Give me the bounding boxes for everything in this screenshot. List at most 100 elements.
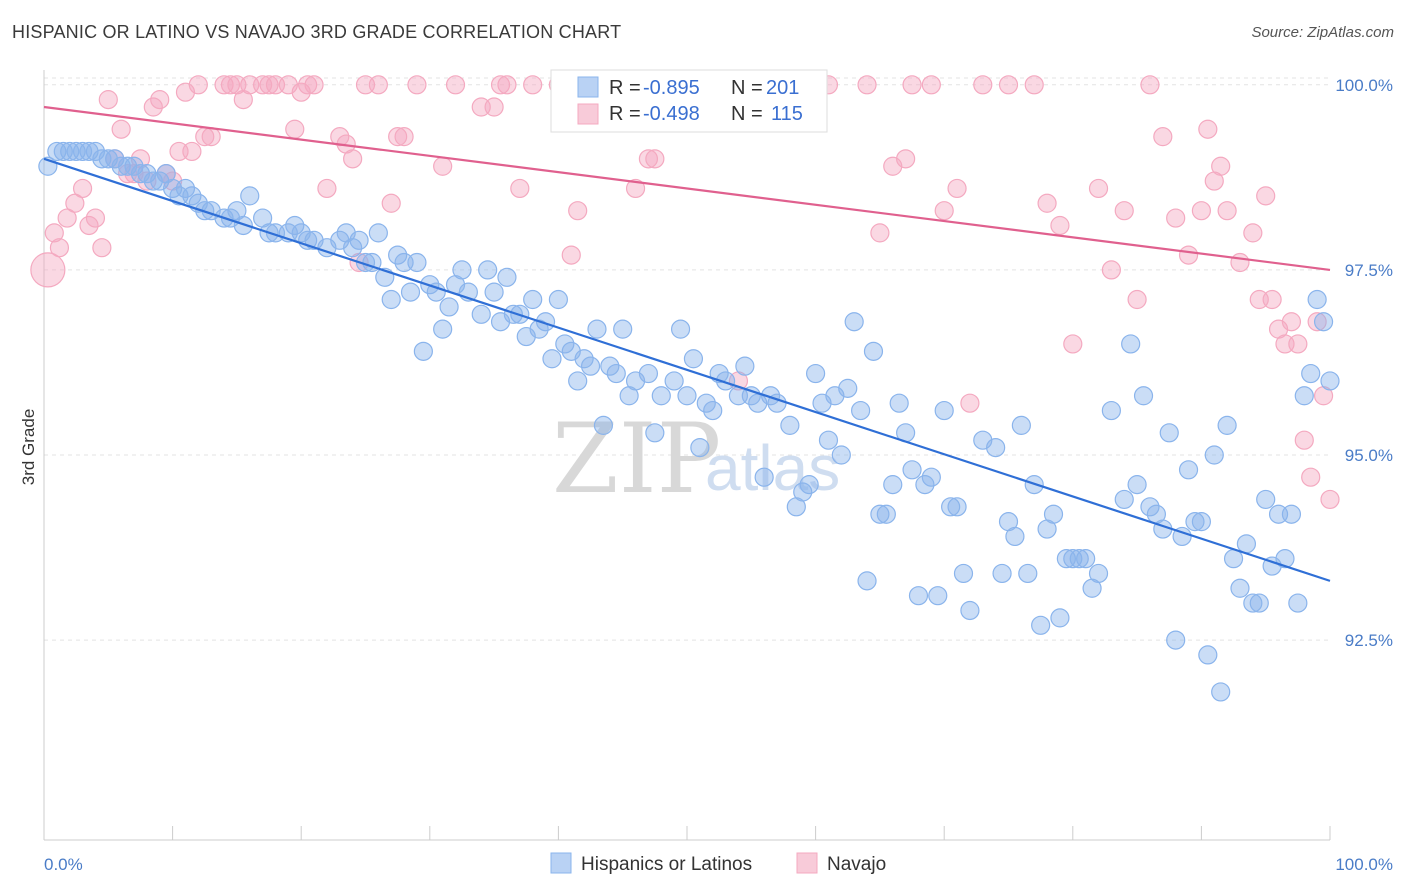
point-navajo-94: [1178, 245, 1199, 265]
point-hispanic-166: [1198, 645, 1218, 665]
point-navajo-90: [1127, 289, 1147, 310]
point-hispanic-78: [580, 356, 601, 376]
point-navajo-81: [973, 75, 993, 95]
point-navajo-5: [72, 178, 93, 199]
bottom-legend-swatch-hispanic: [550, 852, 572, 874]
watermark-zip: ZIP: [552, 403, 721, 515]
point-hispanic-99: [735, 356, 755, 376]
legend-n-value-1: 201: [766, 77, 799, 99]
point-navajo-47: [388, 127, 408, 147]
point-hispanic-173: [1243, 593, 1263, 613]
point-hispanic-175: [1256, 489, 1276, 510]
point-hispanic-109: [805, 363, 826, 384]
point-hispanic-185: [1320, 371, 1340, 391]
point-navajo-57: [523, 75, 543, 95]
point-hispanic-82: [606, 363, 626, 384]
y-tick-label-0: 92.5%: [1345, 631, 1393, 650]
point-hispanic-139: [1011, 415, 1031, 435]
point-hispanic-113: [831, 445, 851, 465]
point-navajo-111: [1307, 312, 1327, 332]
point-hispanic-87: [645, 423, 665, 443]
point-navajo-25: [201, 127, 221, 147]
point-navajo-56: [510, 178, 530, 199]
point-hispanic-114: [838, 378, 858, 398]
point-hispanic-130: [941, 497, 961, 517]
point-hispanic-142: [1031, 615, 1051, 635]
point-navajo-51: [445, 75, 466, 95]
point-navajo-113: [1320, 489, 1340, 510]
point-navajo-54: [490, 75, 511, 95]
legend-box: R = -0.895 N = 201 R = -0.498 N = 115: [550, 69, 828, 133]
point-navajo-8: [92, 238, 112, 258]
point-hispanic-83: [613, 319, 633, 339]
point-hispanic-140: [1018, 563, 1038, 584]
legend-swatch-navajo: [577, 103, 599, 125]
point-navajo-92: [1153, 127, 1173, 147]
point-navajo-39: [317, 178, 337, 199]
trendline-hispanic: [43, 157, 1331, 582]
point-hispanic-161: [1166, 630, 1186, 650]
point-hispanic-169: [1217, 415, 1237, 435]
point-hispanic-148: [1069, 549, 1089, 569]
axes: [43, 70, 1331, 841]
bottom-legend-swatch-navajo: [796, 852, 818, 874]
point-hispanic-55: [426, 282, 446, 302]
point-navajo-93: [1166, 208, 1186, 228]
chart-title: HISPANIC OR LATINO VS NAVAJO 3RD GRADE C…: [12, 22, 622, 42]
point-navajo-6: [79, 215, 99, 236]
point-hispanic-152: [1101, 400, 1121, 421]
point-navajo-73: [870, 223, 890, 243]
point-navajo-37: [298, 75, 318, 95]
point-hispanic-74: [555, 334, 575, 354]
point-hispanic-69: [523, 289, 543, 310]
series-hispanics-or-latinos: [38, 141, 1340, 702]
point-hispanic-144: [1043, 504, 1064, 524]
point-navajo-65: [645, 149, 665, 169]
point-navajo-79: [947, 178, 967, 199]
point-navajo-96: [1198, 119, 1218, 139]
x-tick-labels: 0.0% 100.0%: [44, 855, 1393, 874]
point-navajo-99: [1217, 201, 1237, 221]
point-hispanic-154: [1121, 334, 1141, 354]
point-hispanic-182: [1301, 363, 1321, 384]
bottom-legend-label-hispanic: Hispanics or Latinos: [581, 854, 752, 875]
point-hispanic-94: [696, 393, 716, 413]
y-tick-label-1: 95.0%: [1345, 446, 1393, 465]
x-tick-label-0: 0.0%: [44, 855, 83, 874]
series-navajo: [30, 75, 1340, 510]
point-hispanic-168: [1211, 682, 1231, 702]
point-navajo-38: [304, 75, 324, 95]
point-hispanic-92: [683, 349, 704, 369]
point-navajo-98: [1211, 156, 1231, 176]
point-navajo-95: [1191, 201, 1212, 221]
point-navajo-16: [143, 97, 163, 117]
point-navajo-110: [1301, 467, 1321, 487]
bottom-legend-label-navajo: Navajo: [827, 854, 886, 875]
point-hispanic-120: [876, 504, 896, 524]
point-navajo-88: [1101, 260, 1121, 280]
legend-r-label-1: R =: [609, 77, 641, 99]
point-hispanic-22: [182, 186, 202, 206]
point-navajo-109: [1294, 430, 1314, 450]
point-hispanic-111: [818, 430, 839, 450]
point-navajo-72: [857, 75, 877, 95]
point-hispanic-79: [587, 319, 607, 339]
point-navajo-75: [896, 149, 916, 169]
point-navajo-0: [30, 252, 66, 288]
point-hispanic-121: [883, 475, 903, 495]
point-hispanic-105: [780, 415, 800, 435]
point-navajo-91: [1140, 75, 1160, 95]
point-hispanic-125: [908, 586, 929, 606]
point-navajo-22: [182, 141, 202, 162]
point-hispanic-126: [915, 475, 935, 495]
point-hispanic-93: [690, 437, 710, 458]
point-navajo-101: [1243, 223, 1263, 243]
point-hispanic-21: [175, 178, 196, 199]
point-hispanic-155: [1127, 475, 1147, 495]
legend-r-label-2: R =: [609, 103, 641, 125]
point-hispanic-128: [928, 586, 948, 606]
point-hispanic-171: [1230, 578, 1250, 598]
point-navajo-35: [285, 119, 305, 139]
point-hispanic-180: [1288, 593, 1308, 613]
point-hispanic-160: [1159, 423, 1179, 443]
